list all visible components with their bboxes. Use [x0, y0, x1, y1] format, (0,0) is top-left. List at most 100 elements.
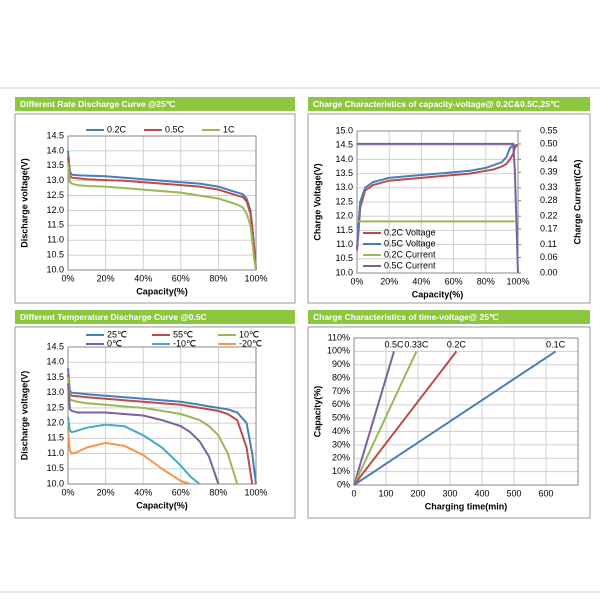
- panel-title: Charge Characteristics of capacity-volta…: [313, 99, 560, 109]
- y2-tick-label: 0.33: [540, 182, 558, 192]
- y2-tick-label: 0.00: [540, 267, 558, 277]
- y-tick-label: 0%: [337, 479, 350, 489]
- x-tick-label: 0%: [61, 273, 74, 283]
- y-tick-label: 13.0: [46, 387, 64, 397]
- x-tick-label: 100%: [244, 487, 267, 497]
- y-tick-label: 110%: [328, 332, 350, 342]
- y-tick-label: 10.5: [335, 253, 353, 263]
- panel-header: [15, 97, 295, 111]
- y2-tick-label: 0.28: [540, 195, 558, 205]
- panel-frame: [14, 113, 296, 304]
- legend-label: -20℃: [239, 338, 262, 348]
- legend-label: 0.5C: [165, 124, 185, 134]
- legend-label: -10℃: [173, 338, 196, 348]
- series-line: [357, 142, 519, 274]
- panel-title: Different Rate Discharge Curve @25℃: [20, 99, 176, 109]
- y2-tick-label: 0.22: [540, 211, 558, 221]
- x-tick-label: 600: [538, 488, 553, 498]
- series-line: [67, 429, 191, 485]
- y-tick-label: 11.0: [336, 239, 353, 249]
- y2-tick-label: 0.11: [540, 239, 557, 249]
- panel-title: Different Temperature Discharge Curve @0…: [20, 312, 207, 322]
- series-line: [353, 351, 395, 486]
- x-tick-label: 60%: [172, 273, 190, 283]
- y-tick-label: 12.0: [46, 417, 64, 427]
- y-tick-label: 30%: [332, 439, 350, 449]
- series-line: [353, 350, 418, 486]
- x-axis-label: Charging time(min): [425, 501, 508, 511]
- x-tick-label: 20%: [97, 487, 115, 497]
- legend-label: 25℃: [107, 329, 127, 339]
- series-line: [356, 144, 517, 248]
- x-tick-label: 200: [410, 488, 425, 498]
- y2-tick-label: 0.55: [540, 125, 558, 135]
- y-tick-label: 80%: [332, 372, 350, 382]
- y-tick-label: 12.5: [46, 402, 64, 412]
- y-tick-label: 11.5: [47, 433, 64, 443]
- x-tick-label: 40%: [412, 276, 430, 286]
- series-line: [67, 374, 254, 485]
- y-tick-label: 60%: [332, 399, 350, 409]
- y-tick-label: 20%: [332, 453, 350, 463]
- y-tick-label: 10.5: [46, 463, 64, 473]
- y-tick-label: 14.5: [46, 130, 64, 140]
- y-tick-label: 15.0: [335, 125, 353, 135]
- y-tick-label: 14.0: [46, 357, 64, 367]
- x-tick-label: 0%: [61, 487, 74, 497]
- y-axis-label: Charge Voltage(V): [312, 163, 322, 240]
- panel-frame: [307, 326, 591, 519]
- y-tick-label: 13.5: [46, 372, 64, 382]
- x-tick-label: 300: [442, 488, 457, 498]
- legend-label: 1C: [223, 124, 235, 134]
- x-axis-label: Capacity(%): [136, 500, 188, 510]
- legend-label: 0.5C Current: [384, 260, 436, 270]
- x-axis-label: Capacity(%): [136, 286, 188, 296]
- x-tick-label: 80%: [209, 487, 227, 497]
- y-tick-label: 50%: [332, 413, 350, 423]
- y-tick-label: 10.0: [335, 267, 353, 277]
- y-tick-label: 10.0: [46, 264, 64, 274]
- y-tick-label: 12.5: [46, 190, 64, 200]
- y-tick-label: 13.0: [46, 175, 64, 185]
- legend-label: 55℃: [173, 329, 193, 339]
- y-tick-label: 14.0: [335, 154, 353, 164]
- x-tick-label: 400: [474, 488, 489, 498]
- legend-label: 0.5C Voltage: [384, 238, 436, 248]
- series-label: 0.2C: [447, 340, 467, 350]
- y2-tick-label: 0.39: [540, 167, 558, 177]
- panel-title: Charge Characteristics of time-voltage@ …: [313, 312, 499, 322]
- y2-tick-label: 0.17: [540, 223, 558, 233]
- y-axis-label: Discharge voltage(V): [19, 371, 29, 461]
- y-tick-label: 13.5: [335, 168, 353, 178]
- x-tick-label: 100: [378, 488, 393, 498]
- x-tick-label: 0: [351, 488, 356, 498]
- x-tick-label: 500: [506, 488, 521, 498]
- y2-tick-label: 0.44: [540, 154, 558, 164]
- x-tick-label: 100%: [244, 273, 267, 283]
- panel-header: [308, 97, 590, 111]
- y-tick-label: 13.5: [46, 160, 64, 170]
- series-line: [356, 144, 518, 251]
- series-line: [67, 383, 220, 485]
- series-line: [67, 156, 257, 271]
- legend-label: 10℃: [239, 329, 259, 339]
- y-tick-label: 12.0: [335, 211, 353, 221]
- panel-header: [308, 310, 590, 324]
- series-line: [353, 350, 557, 486]
- x-tick-label: 80%: [477, 276, 495, 286]
- x-tick-label: 60%: [172, 487, 190, 497]
- y-axis-label: Discharge voltage(V): [19, 158, 29, 248]
- legend-label: 0℃: [107, 338, 122, 348]
- y-tick-label: 11.5: [47, 220, 64, 230]
- y-tick-label: 10.5: [46, 249, 64, 259]
- x-tick-label: 20%: [97, 273, 115, 283]
- plot-frame: [67, 135, 257, 271]
- y-tick-label: 11.0: [47, 448, 64, 458]
- y-tick-label: 40%: [332, 426, 350, 436]
- series-label: 0.5C: [384, 340, 404, 350]
- series-label: 0.1C: [546, 340, 566, 350]
- y2-tick-label: 0.50: [540, 138, 558, 148]
- x-tick-label: 80%: [209, 273, 227, 283]
